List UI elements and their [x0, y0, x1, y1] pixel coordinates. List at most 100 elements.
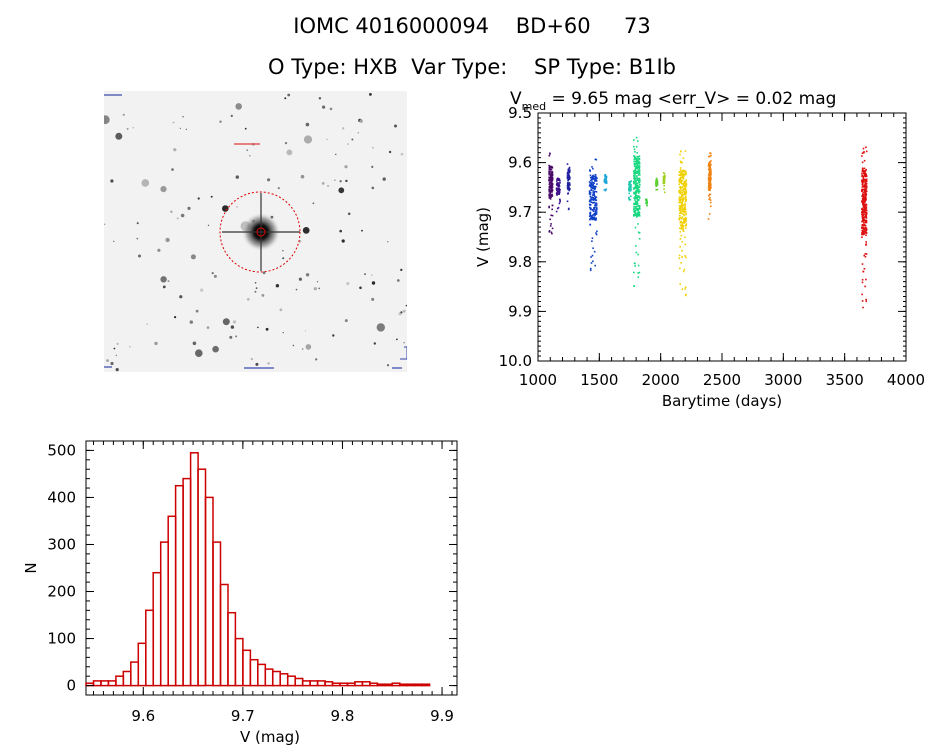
lc-point	[549, 186, 551, 188]
lc-point	[595, 209, 598, 211]
lc-point	[683, 169, 685, 172]
lc-point	[865, 211, 868, 214]
lc-point	[634, 191, 637, 193]
lc-point	[684, 219, 686, 222]
lc-point	[655, 185, 658, 188]
lc-point	[861, 190, 863, 192]
lc-point	[638, 169, 641, 171]
lc-point	[595, 199, 598, 202]
lc-point	[679, 178, 681, 181]
lc-point	[863, 151, 865, 153]
lc-point	[862, 211, 865, 213]
lc-point	[633, 181, 635, 183]
lc-point	[638, 179, 641, 181]
lc-point	[639, 180, 641, 183]
lc-point	[709, 168, 712, 171]
lc-point	[549, 152, 551, 155]
lc-point	[605, 177, 608, 180]
lc-point	[638, 186, 641, 188]
lc-point	[632, 215, 635, 217]
lc-point	[685, 218, 687, 221]
lc-point	[678, 201, 680, 204]
lc-point	[679, 181, 682, 184]
lc-point	[862, 203, 864, 206]
lc-point	[629, 181, 632, 183]
lc-point	[595, 217, 597, 219]
lc-point	[636, 165, 638, 167]
lc-point	[679, 199, 682, 202]
lc-point	[634, 196, 637, 198]
lc-point	[680, 210, 682, 212]
lc-point	[636, 214, 638, 217]
lc-point	[557, 178, 559, 180]
lc-point	[684, 182, 686, 185]
lc-point	[638, 188, 640, 191]
lc-point	[595, 233, 598, 236]
lc-point	[633, 203, 635, 206]
lc-point	[682, 184, 684, 186]
lc-point	[655, 181, 658, 183]
lc-point	[593, 213, 595, 215]
field-star	[122, 113, 125, 116]
lc-point	[589, 179, 592, 182]
lc-point	[683, 214, 685, 217]
lc-point	[557, 184, 560, 187]
lc-point	[682, 227, 684, 230]
lc-point	[592, 192, 594, 194]
lc-point	[681, 194, 683, 196]
lc-point	[638, 215, 641, 217]
lc-point	[864, 211, 866, 214]
hist-bar	[197, 468, 207, 687]
lc-point	[663, 176, 666, 178]
lc-point	[863, 186, 866, 188]
lc-point	[865, 198, 867, 200]
lc-point	[589, 170, 591, 172]
lc-point	[709, 155, 711, 158]
lc-point	[638, 172, 641, 174]
lc-point	[646, 202, 648, 205]
lc-point	[864, 181, 867, 183]
hist-bar	[398, 683, 408, 687]
lc-point	[710, 164, 712, 166]
lc-point	[708, 178, 711, 181]
lc-point	[680, 234, 683, 237]
lc-point	[550, 180, 552, 182]
lc-point	[680, 225, 683, 227]
lc-point	[634, 181, 637, 183]
lc-point	[558, 193, 560, 195]
lc-point	[863, 230, 865, 232]
lc-point	[861, 213, 863, 216]
lc-point	[637, 231, 640, 234]
lc-point	[551, 178, 554, 180]
lc-point	[556, 189, 559, 191]
lc-point	[634, 165, 636, 168]
hist-bar	[369, 682, 379, 687]
lc-point	[864, 200, 866, 202]
field-star	[176, 217, 179, 220]
lc-point	[681, 208, 684, 211]
lc-point	[556, 182, 558, 184]
lc-point	[633, 155, 635, 157]
lc-point	[556, 188, 559, 190]
lc-point	[865, 226, 867, 229]
lc-point	[684, 186, 687, 189]
lc-point	[548, 186, 551, 188]
lc-point	[592, 209, 594, 211]
lc-point	[551, 180, 554, 182]
lc-point	[636, 203, 638, 205]
lc-point	[604, 175, 606, 178]
field-star	[326, 138, 328, 141]
lc-point	[548, 197, 551, 199]
lc-point	[861, 223, 864, 226]
lc-point	[633, 163, 636, 165]
lc-point	[709, 174, 712, 177]
lc-point	[550, 181, 553, 184]
lc-point	[682, 213, 685, 216]
lc-point	[865, 175, 868, 177]
lc-point	[679, 179, 682, 181]
lc-point	[637, 210, 640, 213]
lc-point	[596, 183, 598, 185]
lc-point	[550, 173, 552, 175]
lc-point	[548, 189, 550, 191]
lc-point	[638, 166, 640, 169]
